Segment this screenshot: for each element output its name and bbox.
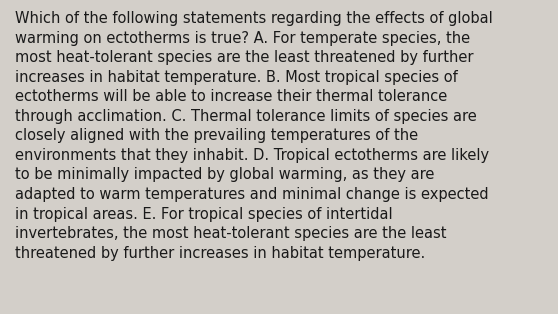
Text: Which of the following statements regarding the effects of global
warming on ect: Which of the following statements regard… (15, 11, 493, 261)
